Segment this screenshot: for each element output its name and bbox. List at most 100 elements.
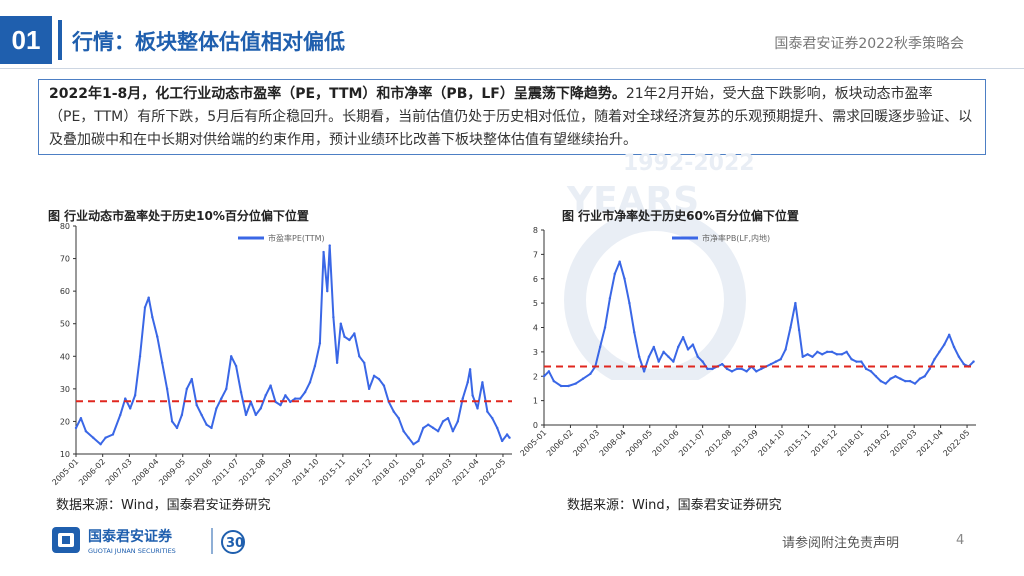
pb-data-point bbox=[677, 345, 680, 349]
pe-data-point bbox=[339, 322, 343, 325]
chart2-title: 图 行业市净率处于历史60%百分位偏下位置 bbox=[562, 209, 799, 223]
chart1-title: 图 行业动态市盈率处于历史10%百分位偏下位置 bbox=[48, 209, 309, 223]
pe-data-point bbox=[264, 394, 267, 397]
pe-x-tick-label: 2021-04 bbox=[451, 457, 481, 487]
pe-x-tick-label: 2008-04 bbox=[130, 457, 160, 487]
pe-data-point bbox=[190, 377, 193, 381]
pe-data-point bbox=[138, 355, 142, 358]
pe-data-point bbox=[451, 430, 455, 433]
pb-data-point bbox=[899, 377, 902, 380]
pe-data-point bbox=[326, 289, 329, 293]
pb-data-point bbox=[860, 360, 863, 363]
disclaimer-note[interactable]: 请参阅附注免责声明 bbox=[782, 536, 900, 551]
pe-data-point bbox=[128, 407, 132, 410]
pb-data-point bbox=[603, 326, 607, 329]
pb-x-tick-label: 2011-07 bbox=[677, 428, 707, 458]
pb-data-point bbox=[821, 353, 824, 356]
pb-data-point bbox=[801, 355, 804, 358]
pb-data-point bbox=[574, 382, 577, 385]
pb-data-point bbox=[952, 345, 956, 349]
pe-x-tick-label: 2009-05 bbox=[157, 457, 187, 487]
pe-data-point bbox=[436, 430, 440, 433]
pe-y-tick-label: 10 bbox=[60, 450, 70, 459]
pb-y-tick-label: 6 bbox=[533, 275, 538, 284]
pb-data-point bbox=[913, 382, 917, 385]
pb-data-point bbox=[933, 357, 936, 361]
pe-data-point bbox=[486, 410, 489, 413]
pb-data-point bbox=[789, 326, 792, 329]
anniversary-number: 30 bbox=[226, 536, 244, 551]
pb-data-point bbox=[947, 333, 951, 337]
pb-data-point bbox=[904, 379, 907, 383]
pb-data-point bbox=[681, 336, 685, 339]
logo-cn-name: 国泰君安证券 bbox=[88, 528, 173, 545]
pe-data-point bbox=[392, 410, 395, 413]
pe-data-point bbox=[343, 335, 346, 338]
pb-data-point bbox=[633, 331, 636, 334]
pb-x-tick-label: 2008-04 bbox=[598, 428, 628, 458]
anniversary-badge-icon bbox=[221, 530, 245, 554]
title-divider bbox=[0, 68, 1024, 69]
pb-data-point bbox=[711, 367, 714, 371]
pe-data-point bbox=[318, 342, 322, 345]
pe-x-tick-label: 2014-10 bbox=[291, 457, 321, 487]
pb-data-point bbox=[760, 367, 763, 371]
pe-x-tick-label: 2019-02 bbox=[397, 457, 427, 487]
summary-bold: 2022年1-8月，化工行业动态市盈率（PE，TTM）和市净率（PB，LF）呈震… bbox=[49, 86, 626, 102]
pb-data-point bbox=[598, 345, 602, 349]
pb-data-point bbox=[811, 355, 814, 358]
pe-data-point bbox=[205, 423, 208, 426]
pe-data-point bbox=[402, 430, 405, 433]
pb-y-tick-label: 2 bbox=[533, 372, 538, 381]
pe-data-point bbox=[476, 407, 479, 410]
pe-data-point bbox=[195, 403, 198, 407]
pb-x-tick-label: 2019-02 bbox=[862, 428, 892, 458]
pb-data-point bbox=[855, 360, 858, 363]
pb-data-point bbox=[797, 328, 801, 332]
pb-data-point bbox=[894, 375, 897, 378]
pb-data-point bbox=[962, 362, 965, 366]
pe-y-tick-label: 30 bbox=[60, 385, 70, 394]
pe-data-point bbox=[303, 390, 307, 394]
pb-data-point bbox=[691, 343, 695, 346]
pb-data-point bbox=[928, 367, 931, 371]
pe-y-tick-label: 20 bbox=[60, 417, 70, 426]
pb-data-point bbox=[850, 357, 853, 361]
pe-x-tick-label: 2020-03 bbox=[424, 457, 454, 487]
pb-data-point bbox=[740, 367, 743, 371]
title-accent-bar bbox=[58, 20, 62, 60]
pb-y-tick-label: 7 bbox=[533, 250, 538, 259]
pb-data-point bbox=[972, 360, 975, 363]
event-brand: 国泰君安证券2022秋季策略会 bbox=[774, 36, 964, 52]
pb-data-point bbox=[869, 370, 873, 373]
pe-x-tick-label: 2013-09 bbox=[264, 457, 294, 487]
pb-data-point bbox=[672, 360, 675, 363]
pb-data-point bbox=[730, 370, 734, 373]
pe-data-point bbox=[348, 338, 351, 342]
pb-x-tick-label: 2010-06 bbox=[651, 428, 681, 458]
pb-data-point bbox=[779, 357, 782, 361]
pe-data-point bbox=[417, 439, 420, 443]
pe-data-point bbox=[322, 250, 325, 254]
pe-x-tick-label: 2012-08 bbox=[237, 457, 267, 487]
pe-data-point bbox=[481, 381, 484, 384]
pb-data-point bbox=[547, 370, 551, 373]
pe-data-point bbox=[161, 361, 164, 364]
pe-y-tick-label: 40 bbox=[60, 352, 70, 361]
chart-pb: 0 1 2 3 4 5 6 7 8 2005-012006-022007-032008-04200… bbox=[520, 226, 976, 458]
pe-x-tick-label: 2022-05 bbox=[477, 457, 507, 487]
pb-data-point bbox=[794, 301, 797, 305]
pb-data-point bbox=[542, 375, 546, 378]
pb-x-tick-label: 2018-01 bbox=[836, 428, 866, 458]
pb-data-point bbox=[816, 350, 819, 354]
pe-data-point bbox=[500, 439, 504, 443]
pe-data-point bbox=[372, 374, 376, 378]
pb-data-point bbox=[662, 350, 665, 354]
pe-data-point bbox=[412, 443, 415, 446]
pb-x-tick-label: 2016-12 bbox=[809, 428, 839, 458]
pe-data-point bbox=[363, 361, 366, 364]
pb-data-point bbox=[706, 367, 709, 371]
pb-data-point bbox=[637, 355, 641, 358]
pe-data-point bbox=[104, 436, 107, 439]
pe-series-line bbox=[75, 244, 511, 446]
